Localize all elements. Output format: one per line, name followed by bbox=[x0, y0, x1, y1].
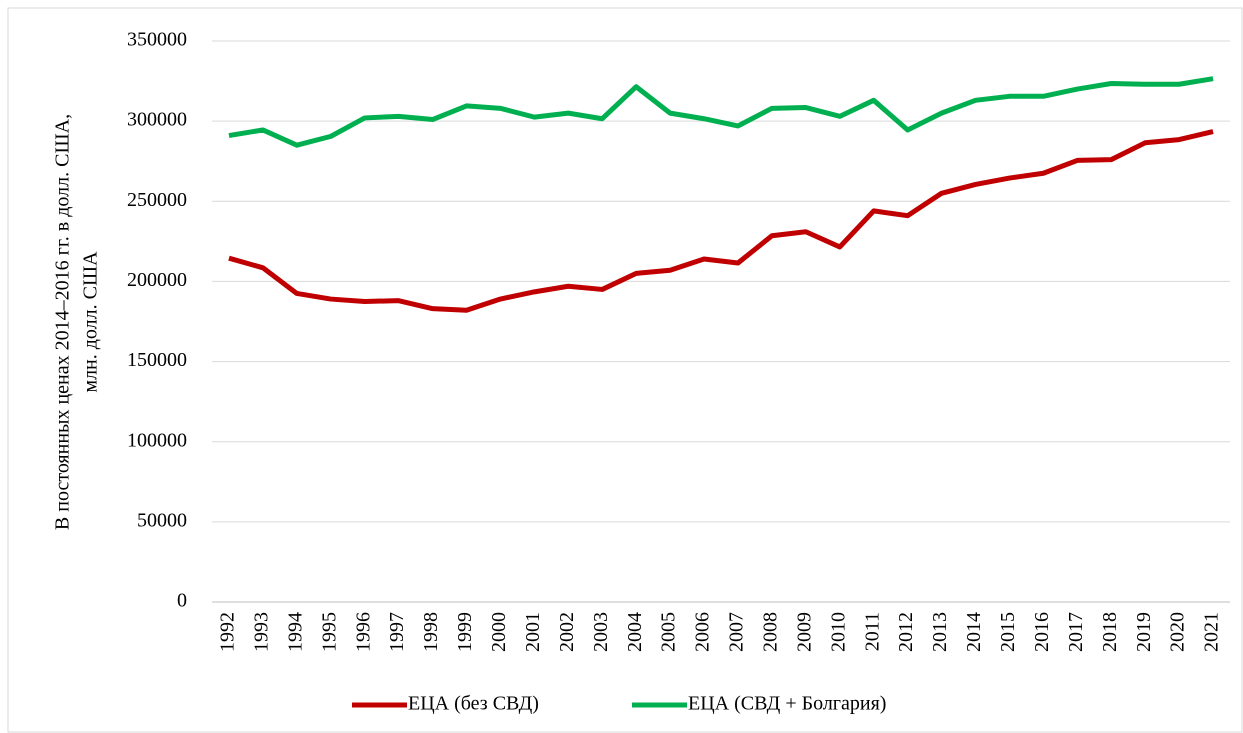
x-tick-label: 2003 bbox=[590, 612, 612, 652]
y-tick-label: 0 bbox=[177, 590, 187, 612]
x-tick-label: 1998 bbox=[420, 612, 442, 652]
x-tick-label: 1997 bbox=[386, 612, 408, 652]
x-tick-label: 1995 bbox=[318, 612, 340, 652]
x-tick-label: 2011 bbox=[861, 612, 883, 651]
x-tick-label: 1996 bbox=[352, 612, 374, 652]
legend-label: ЕЦА (без СВД) bbox=[408, 693, 539, 715]
x-tick-label: 2017 bbox=[1065, 612, 1087, 652]
x-tick-label: 2016 bbox=[1031, 612, 1053, 652]
y-tick-label: 150000 bbox=[127, 349, 187, 371]
y-tick-label: 100000 bbox=[127, 429, 187, 451]
y-tick-label: 200000 bbox=[127, 269, 187, 291]
x-tick-label: 2009 bbox=[793, 612, 815, 652]
x-tick-label: 2004 bbox=[624, 612, 646, 652]
y-tick-label: 250000 bbox=[127, 189, 187, 211]
x-tick-label: 2005 bbox=[658, 612, 680, 652]
line-series bbox=[228, 129, 1214, 313]
x-tick-label: 1993 bbox=[250, 612, 272, 652]
x-tick-label: 2006 bbox=[692, 612, 714, 652]
x-tick-label: 2008 bbox=[759, 612, 781, 652]
x-tick-label: 1992 bbox=[217, 612, 239, 652]
y-axis-label: В постоянных ценах 2014–2016 гг. в долл.… bbox=[52, 114, 74, 530]
x-tick-label: 2007 bbox=[726, 612, 748, 652]
y-tick-label: 50000 bbox=[137, 509, 187, 531]
line-series bbox=[228, 76, 1214, 148]
x-tick-label: 2015 bbox=[997, 612, 1019, 652]
y-tick-label: 300000 bbox=[127, 109, 187, 131]
x-tick-label: 2000 bbox=[488, 612, 510, 652]
y-tick-label: 350000 bbox=[127, 29, 187, 51]
x-tick-label: 2010 bbox=[827, 612, 849, 652]
x-tick-label: 1999 bbox=[454, 612, 476, 652]
x-tick-label: 2012 bbox=[895, 612, 917, 652]
x-tick-label: 2002 bbox=[556, 612, 578, 652]
x-tick-label: 1994 bbox=[284, 612, 306, 652]
x-tick-label: 2013 bbox=[929, 612, 951, 652]
x-tick-label: 2001 bbox=[522, 612, 544, 652]
chart-frame bbox=[7, 7, 1243, 733]
y-axis-label: млн. долл. США bbox=[80, 251, 102, 393]
legend-label: ЕЦА (СВД + Болгария) bbox=[688, 693, 886, 715]
x-tick-label: 2020 bbox=[1167, 612, 1189, 652]
x-tick-label: 2019 bbox=[1133, 612, 1155, 652]
x-tick-label: 2018 bbox=[1099, 612, 1121, 652]
x-tick-label: 2021 bbox=[1201, 612, 1223, 652]
x-tick-label: 2014 bbox=[963, 612, 985, 652]
